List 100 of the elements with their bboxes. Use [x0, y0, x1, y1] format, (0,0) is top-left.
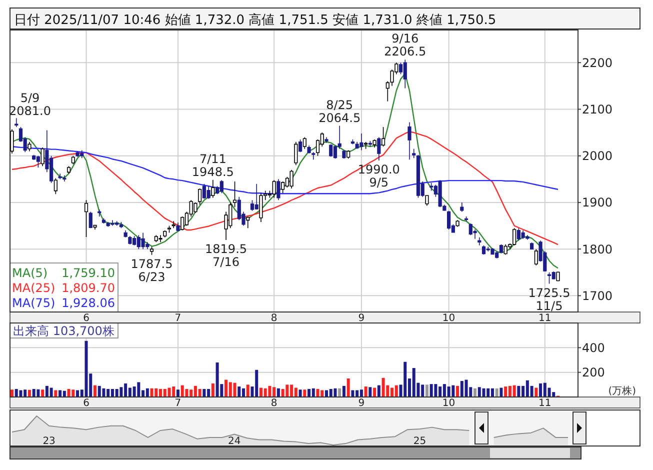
candlestick [381, 126, 386, 147]
text: MA(25) 1,809.70 [12, 281, 115, 295]
bar [246, 384, 250, 397]
bar [67, 388, 70, 397]
candlestick [324, 136, 328, 144]
bar [72, 390, 75, 397]
y-tick-label: 1700 [582, 288, 613, 303]
bar [264, 388, 267, 397]
bar [163, 388, 166, 397]
chart-title: 出来高 103,700株 [13, 324, 114, 338]
candlestick [128, 236, 132, 245]
x-tick-label: 6 [83, 313, 90, 324]
bar [425, 384, 428, 397]
y-tick-label: 1800 [582, 242, 613, 256]
candlestick [176, 222, 180, 232]
candlestick [102, 218, 106, 224]
bar [180, 385, 184, 397]
annotation: 8/25 2064.5 [318, 98, 361, 125]
candlestick [552, 271, 556, 280]
candlestick [526, 234, 530, 240]
candlestick [329, 144, 333, 158]
bar [32, 388, 36, 397]
candlestick [403, 59, 407, 89]
bar [137, 382, 140, 397]
bar [84, 340, 88, 397]
bar [308, 388, 311, 397]
bar [312, 388, 315, 397]
candlestick [93, 224, 97, 230]
candlestick [124, 230, 128, 238]
candlestick [232, 181, 237, 208]
candlestick [141, 232, 145, 250]
candlestick [158, 234, 162, 242]
bar [10, 390, 14, 397]
bar [14, 388, 18, 397]
text: MA(5) 1,759.10 [12, 266, 115, 280]
candlestick [438, 180, 442, 208]
candlestick [478, 237, 482, 246]
bar [281, 388, 284, 397]
bar [404, 362, 407, 397]
candlestick [281, 181, 285, 194]
candlestick [342, 150, 346, 160]
candlestick [28, 141, 32, 152]
bar [512, 385, 516, 397]
candlestick [447, 210, 451, 230]
annotation: 1990.0 9/5 [358, 162, 400, 190]
x-tick-label: 11 [538, 313, 552, 324]
candlestick [206, 186, 210, 200]
candlestick [66, 166, 71, 174]
x-tick-label: 23 [42, 436, 56, 447]
candlestick [412, 148, 416, 159]
bar [150, 388, 154, 397]
candlestick [456, 220, 460, 228]
bar [447, 386, 450, 397]
bar [98, 386, 101, 397]
candlestick [350, 139, 355, 145]
bar [373, 388, 376, 397]
annotation: 1725.5 11/5 [528, 286, 570, 313]
chart-title: 日付 2025/11/07 10:46 始値 1,732.0 高値 1,751.5 安値 1,731.0 終値 1,750.5 [14, 12, 496, 28]
y-axis-title: (万株) [608, 385, 636, 397]
candlestick [54, 178, 58, 194]
bar [495, 388, 498, 397]
y-tick-label: 200 [582, 366, 605, 380]
bar [320, 390, 324, 397]
bar [316, 388, 320, 397]
candlestick [259, 192, 263, 222]
annotation: 1787.5 6/23 [130, 256, 173, 284]
candlestick [377, 136, 381, 161]
candlestick [386, 80, 390, 102]
bar [102, 388, 106, 397]
bar [224, 380, 228, 397]
bar [490, 388, 494, 397]
candlestick [88, 211, 92, 228]
candlestick [167, 225, 172, 234]
bar [36, 389, 40, 397]
bar [338, 388, 342, 397]
bar [552, 392, 556, 397]
bar [50, 388, 53, 397]
candlestick [364, 141, 368, 150]
x-tick-label: 11 [538, 398, 552, 409]
bar [412, 368, 416, 397]
bar [517, 386, 520, 397]
x-tick-label: 8 [270, 398, 278, 409]
candlestick [298, 139, 302, 153]
bar [346, 378, 350, 397]
bar [268, 386, 272, 397]
line-series [11, 73, 559, 269]
candlestick [372, 139, 376, 148]
candlestick [163, 230, 167, 238]
candlestick [482, 244, 486, 256]
candlestick [211, 179, 215, 198]
bar [216, 362, 219, 397]
bar [342, 386, 346, 397]
annotation: 9/16 2206.5 [384, 32, 426, 59]
bar [185, 388, 188, 397]
bar [329, 388, 332, 397]
candlestick [76, 150, 80, 158]
annotation: 7/11 1948.5 [192, 152, 234, 179]
candlestick [150, 246, 154, 256]
bar [351, 390, 354, 397]
candlestick [71, 155, 75, 165]
